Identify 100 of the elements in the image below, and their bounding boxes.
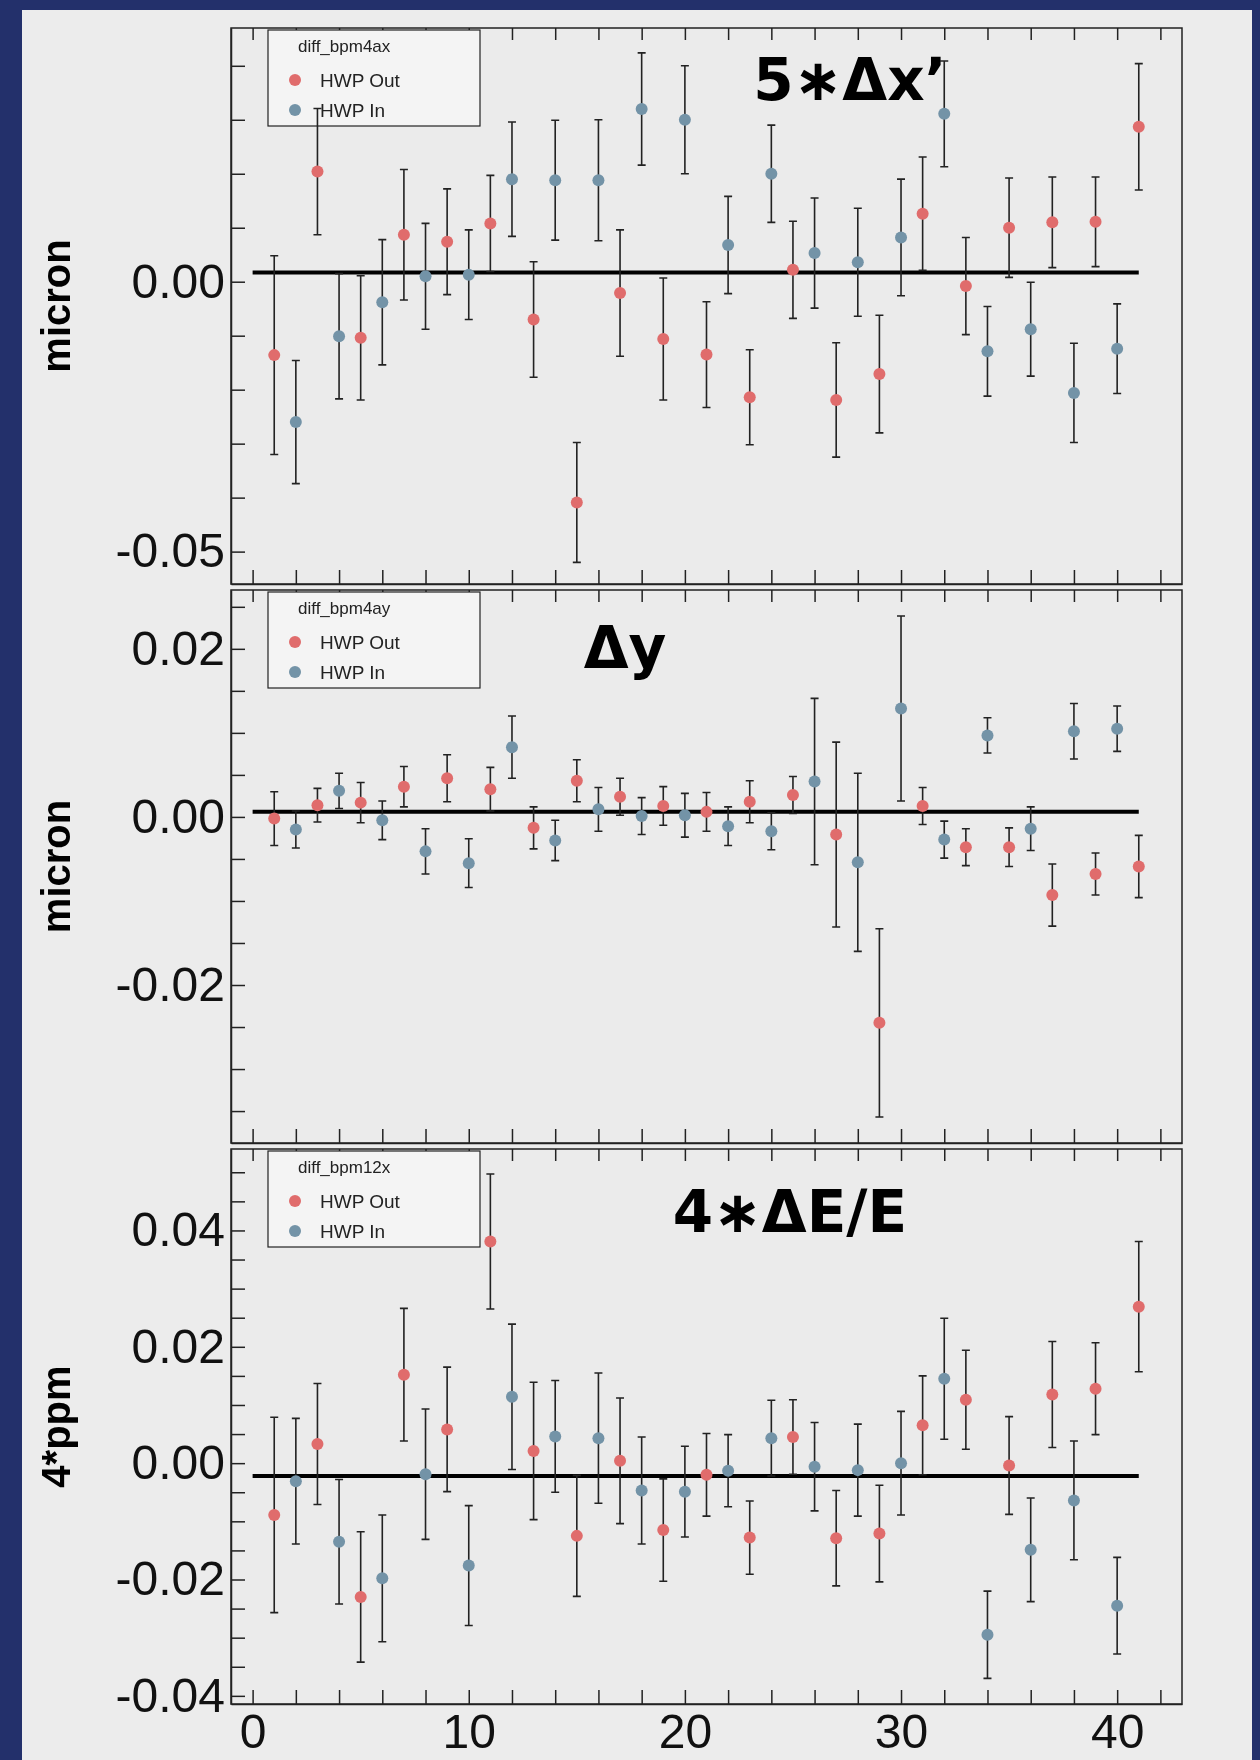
point [895,702,908,715]
point [570,1529,583,1542]
point [808,247,821,260]
point [614,287,627,300]
point [1003,841,1016,854]
point [830,828,843,841]
point [527,313,540,326]
point [765,825,778,838]
point [700,348,713,361]
y-axis-title: 4*ppm [34,1365,78,1488]
point [419,845,432,858]
point [938,1372,951,1385]
point [376,814,389,827]
point [1046,1388,1059,1401]
point [678,1485,691,1498]
point [484,1235,497,1248]
point [1132,1300,1145,1313]
point [505,1390,518,1403]
point [743,1531,756,1544]
point [289,823,302,836]
point [592,803,605,816]
point [419,270,432,283]
y-tick-label: -0.02 [115,1552,225,1606]
point [1089,868,1102,881]
point [786,1430,799,1443]
point [1024,1543,1037,1556]
point [527,1444,540,1457]
point [333,784,346,797]
point [289,416,302,429]
point [959,1393,972,1406]
point [1111,1599,1124,1612]
point [462,268,475,281]
y-tick-label: 0.02 [131,621,225,675]
point [938,833,951,846]
point [397,780,410,793]
point [830,1532,843,1545]
point [722,1464,735,1477]
point [1132,120,1145,133]
point [549,174,562,187]
point [419,1468,432,1481]
point [268,349,281,362]
point [657,332,670,345]
point [1132,860,1145,873]
point [354,796,367,809]
point [1089,1382,1102,1395]
point [981,729,994,742]
legend-title: diff_bpm12x [298,1158,391,1177]
chart-title: 5∗Δx’ [753,46,947,114]
point [700,1468,713,1481]
y-tick-label: 0.00 [131,789,225,843]
text: 4∗ΔE/E [672,1178,908,1246]
point [462,857,475,870]
y-tick-label: -0.02 [115,957,225,1011]
point [614,1454,627,1467]
point [635,810,648,823]
point [808,1460,821,1473]
point [311,165,324,178]
point [484,217,497,230]
point [614,790,627,803]
point [527,821,540,834]
legend-label: HWP In [320,99,386,121]
point [959,841,972,854]
point [1003,221,1016,234]
y-axis-title: micron [34,799,78,934]
point [722,820,735,833]
point [311,1437,324,1450]
point [592,1432,605,1445]
point [289,1475,302,1488]
point [765,1432,778,1445]
point [441,235,454,248]
point [916,207,929,220]
x-tick-label: 0 [239,1705,267,1759]
legend-label: HWP Out [320,69,401,91]
point [1046,889,1059,902]
y-tick-label: -0.05 [115,524,225,578]
legend-label: HWP In [320,1220,386,1242]
point [311,799,324,812]
point [1111,342,1124,355]
legend-label: HWP Out [320,631,401,653]
point [1024,323,1037,336]
point [549,1430,562,1443]
point [333,1535,346,1548]
point [549,834,562,847]
point [1067,386,1080,399]
point [441,772,454,785]
point [981,345,994,358]
point [678,113,691,126]
point [786,789,799,802]
legend-title: diff_bpm4ay [298,599,391,618]
y-tick-label: 0.04 [131,1203,225,1257]
point [959,280,972,293]
point [376,1572,389,1585]
y-tick-label: -0.04 [115,1668,225,1722]
point [484,783,497,796]
point [851,1464,864,1477]
point [462,1559,475,1572]
point [376,296,389,309]
point [938,107,951,120]
point [1067,725,1080,738]
legend-label: HWP In [320,661,386,683]
